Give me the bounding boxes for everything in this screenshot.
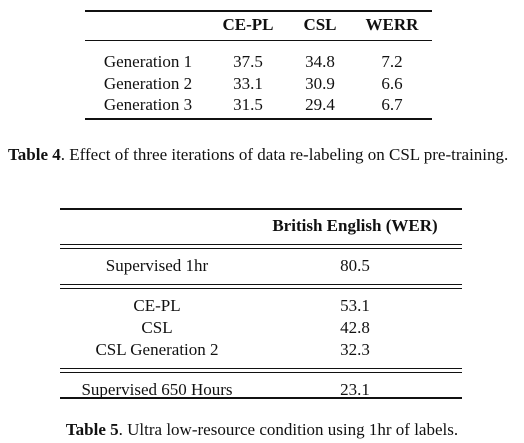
caption: Table 5. Ultra low-resource condition us…: [0, 419, 524, 441]
table-cell: 6.7: [381, 95, 403, 114]
row-label: Generation 3: [103, 95, 193, 114]
table-rule: [85, 40, 432, 41]
table-cell: 53.1: [340, 296, 370, 315]
table-rule: [60, 368, 462, 369]
column-header: CSL: [303, 15, 337, 34]
row-label: Generation 1: [103, 52, 193, 71]
table-cell: 80.5: [340, 256, 370, 275]
row-label: CSL: [141, 318, 173, 337]
table-cell: 29.4: [305, 95, 335, 114]
table-rule: [60, 248, 462, 249]
caption: Table 4. Effect of three iterations of d…: [8, 144, 516, 166]
row-label: CSL Generation 2: [95, 340, 219, 359]
table-cell: 34.8: [305, 52, 335, 71]
table-cell: 7.2: [381, 52, 403, 71]
table-cell: 32.3: [340, 340, 370, 359]
table-rule: [85, 10, 432, 12]
table-rule: [85, 118, 432, 120]
table-cell: 23.1: [340, 380, 370, 399]
caption-label: Table 4: [8, 145, 61, 164]
caption-text: . Effect of three iterations of data re-…: [60, 145, 509, 164]
table-cell: 42.8: [340, 318, 370, 337]
row-label: Supervised 650 Hours: [81, 380, 233, 399]
column-header: CE-PL: [222, 15, 274, 34]
caption-text: . Ultra low-resource condition using 1hr…: [118, 420, 459, 439]
table-rule: [60, 397, 462, 399]
table-rule: [60, 288, 462, 289]
table-cell: 30.9: [305, 73, 335, 93]
column-header: British English (WER): [272, 216, 438, 235]
table-rule: [60, 244, 462, 245]
table-rule: [60, 372, 462, 373]
caption-label: Table 5: [65, 420, 119, 439]
table-cell: 33.1: [233, 73, 263, 93]
row-label: CE-PL: [133, 296, 181, 315]
table-cell: 6.6: [381, 73, 403, 93]
row-label: Supervised 1hr: [105, 256, 209, 275]
table-cell: 31.5: [233, 95, 263, 114]
table-rule: [60, 208, 462, 210]
row-label: Generation 2: [103, 73, 193, 93]
table-cell: 37.5: [233, 52, 263, 71]
column-header: WERR: [365, 15, 419, 34]
table-rule: [60, 284, 462, 285]
